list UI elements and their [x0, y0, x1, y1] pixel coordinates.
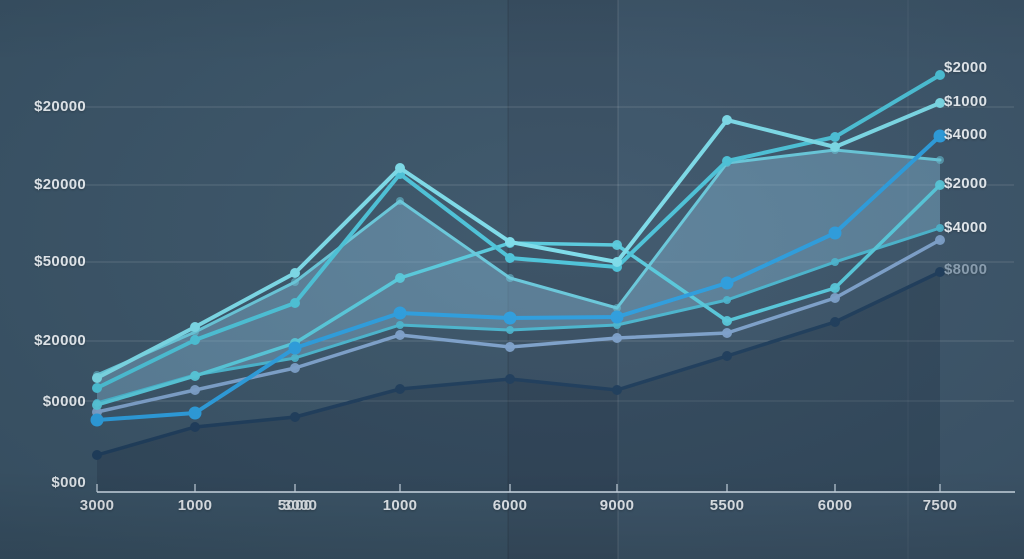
y-axis-label-right: $4000	[944, 126, 988, 143]
background-band	[0, 0, 508, 559]
line-teal-marker	[722, 156, 732, 166]
y-axis-label-right: $4000	[944, 219, 988, 236]
x-axis-tick-label: 9000	[599, 497, 635, 514]
x-axis-tick-label: 6000	[492, 497, 528, 514]
y-axis-label-left: $20000	[34, 332, 86, 349]
x-axis-tick-label: 3000	[79, 497, 115, 514]
line-navy-marker	[395, 384, 405, 394]
line-cyan-mid-marker	[92, 400, 102, 410]
line-teal-marker	[92, 383, 102, 393]
line-navy-marker	[190, 422, 200, 432]
background-band	[618, 0, 1024, 559]
line-cyan-dim-marker	[831, 258, 839, 266]
y-axis-label-left: $50000	[34, 253, 86, 270]
x-axis-tick-label: 1000	[177, 497, 213, 514]
x-axis-tick-label: 1000	[382, 497, 418, 514]
line-cyan-bright-marker	[505, 237, 515, 247]
x-axis-tick-label: 7500	[922, 497, 958, 514]
y-axis-label-left: $0000	[42, 393, 86, 410]
line-periwinkle-marker	[935, 235, 945, 245]
y-axis-label-right: $2000	[944, 175, 988, 192]
area-line-marker	[396, 197, 404, 205]
x-axis-tick-label: 5000	[277, 497, 313, 514]
line-bright-blue-marker	[720, 276, 734, 290]
line-cyan-dim-marker	[291, 354, 299, 362]
line-navy-marker	[612, 385, 622, 395]
line-navy-marker	[722, 351, 732, 361]
y-axis-label-right: $1000	[944, 93, 988, 110]
y-axis-label-right: $2000	[944, 59, 988, 76]
line-cyan-bright-marker	[722, 115, 732, 125]
area-line-marker	[506, 274, 514, 282]
line-cyan-mid-marker	[190, 371, 200, 381]
y-axis-label-left: $000	[51, 474, 86, 491]
area-line-marker	[936, 156, 944, 164]
line-periwinkle-marker	[290, 363, 300, 373]
line-cyan-bright-marker	[395, 163, 405, 173]
area-fill	[97, 150, 940, 403]
line-periwinkle-marker	[190, 385, 200, 395]
line-cyan-bright-marker	[290, 268, 300, 278]
under-fill	[97, 272, 940, 492]
x-axis-tick-label: 3000	[282, 497, 318, 514]
background-band	[508, 0, 618, 559]
line-cyan-mid-marker	[722, 316, 732, 326]
line-cyan-mid-marker	[395, 273, 405, 283]
line-navy-marker	[505, 374, 515, 384]
line-bright-blue-marker	[90, 413, 104, 427]
line-cyan-mid-marker	[935, 180, 945, 190]
line-teal-marker	[190, 335, 200, 345]
line-bright-blue-marker	[288, 341, 302, 355]
line-bright-blue-marker	[503, 311, 517, 325]
line-bright-blue-marker	[393, 306, 407, 320]
line-navy-marker	[92, 450, 102, 460]
line-cyan-bright-marker	[935, 98, 945, 108]
line-cyan-mid-marker	[612, 240, 622, 250]
line-navy-marker	[935, 267, 945, 277]
line-cyan-bright-marker	[92, 373, 102, 383]
line-periwinkle-marker	[612, 333, 622, 343]
line-bright-blue-marker	[610, 310, 624, 324]
x-axis-tick-label: 6000	[817, 497, 853, 514]
line-bright-blue-marker	[188, 406, 202, 420]
x-axis-tick-label: 5500	[709, 497, 745, 514]
line-cyan-dim-marker	[396, 321, 404, 329]
line-periwinkle-marker	[830, 293, 840, 303]
y-axis-label-left: $20000	[34, 176, 86, 193]
line-bright-blue-marker	[828, 226, 842, 240]
line-teal-marker	[290, 298, 300, 308]
line-periwinkle-marker	[722, 328, 732, 338]
line-cyan-bright-marker	[190, 322, 200, 332]
line-cyan-dim-marker	[506, 326, 514, 334]
line-teal-marker	[935, 70, 945, 80]
y-axis-label-right: $8000	[944, 261, 988, 278]
y-axis-label-left: $20000	[34, 98, 86, 115]
area-line-marker	[613, 304, 621, 312]
line-navy-marker	[830, 317, 840, 327]
line-cyan-bright-marker	[612, 257, 622, 267]
line-bright-blue-marker	[933, 129, 947, 143]
line-periwinkle-marker	[395, 330, 405, 340]
line-cyan-dim-marker	[936, 224, 944, 232]
line-cyan-mid-marker	[830, 283, 840, 293]
line-teal-marker	[505, 253, 515, 263]
line-navy-marker	[290, 412, 300, 422]
line-teal-marker	[830, 132, 840, 142]
area-line-marker	[291, 278, 299, 286]
line-periwinkle-marker	[505, 342, 515, 352]
line-cyan-dim-marker	[723, 296, 731, 304]
line-cyan-bright-marker	[830, 142, 840, 152]
